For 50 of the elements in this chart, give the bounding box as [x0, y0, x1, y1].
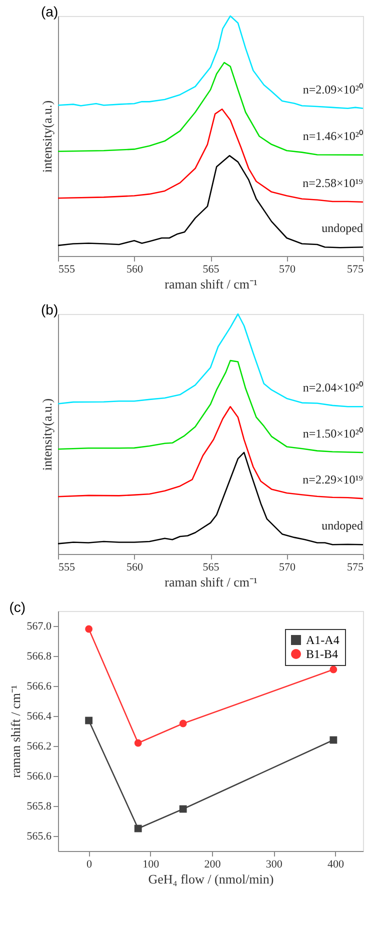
y-tick-label: 566.4: [26, 710, 52, 722]
series-label: n=1.46×10²⁰: [302, 128, 363, 143]
y-axis-title: intensity(a.u.): [40, 398, 54, 471]
point: [134, 824, 142, 832]
x-tick-label: 0: [86, 858, 93, 870]
point: [85, 625, 93, 633]
point: [134, 739, 142, 747]
legend-label: B1-B4: [306, 647, 338, 661]
x-tick-label: 560: [126, 264, 144, 276]
point: [179, 805, 187, 813]
series-label: n=2.58×10¹⁹: [302, 176, 363, 190]
series-label: n=2.29×10¹⁹: [302, 472, 363, 487]
y-tick-label: 566.6: [26, 680, 52, 692]
x-tick-label: 400: [328, 858, 345, 870]
x-tick-label: 560: [126, 562, 144, 574]
x-tick-label: 570: [279, 264, 296, 276]
series-label: n=2.04×10²⁰: [302, 380, 363, 395]
x-axis-title: raman shift / cm⁻¹: [164, 276, 258, 292]
x-tick-label: 565: [202, 562, 220, 574]
chart-title: (a): [41, 3, 58, 20]
y-tick-label: 566.8: [26, 650, 52, 662]
point: [85, 716, 93, 724]
series-label: undoped: [322, 518, 363, 533]
x-tick-label: 570: [279, 562, 296, 574]
x-axis-title: raman shift / cm⁻¹: [164, 574, 258, 590]
point: [330, 666, 338, 674]
y-axis-title: intensity(a.u.): [40, 100, 54, 173]
y-tick-label: 565.8: [26, 800, 52, 812]
chart-title: (c): [9, 599, 26, 615]
y-tick-label: 566.2: [26, 740, 52, 752]
y-tick-label: 566.0: [26, 770, 52, 782]
x-tick-label: 555: [58, 562, 76, 574]
series-label: undoped: [322, 221, 363, 236]
x-tick-label: 575: [347, 264, 364, 276]
y-tick-label: 565.6: [26, 830, 52, 842]
y-axis-title: raman shift / cm⁻¹: [8, 685, 23, 778]
chart-title: (b): [41, 301, 58, 318]
x-tick-label: 555: [58, 264, 76, 276]
x-tick-label: 200: [204, 858, 222, 870]
x-tick-label: 565: [202, 264, 220, 276]
series-label: n=2.09×10²⁰: [302, 82, 363, 96]
x-tick-label: 100: [142, 858, 160, 870]
x-tick-label: 300: [266, 858, 283, 870]
y-tick-label: 567.0: [26, 620, 52, 632]
point: [330, 736, 338, 744]
series-label: n=1.50×10²⁰: [302, 426, 363, 440]
x-tick-label: 575: [347, 562, 364, 574]
legend-label: A1-A4: [306, 633, 340, 647]
point: [179, 720, 187, 728]
x-axis-title: GeH₄ flow / (nmol/min): [148, 872, 274, 886]
